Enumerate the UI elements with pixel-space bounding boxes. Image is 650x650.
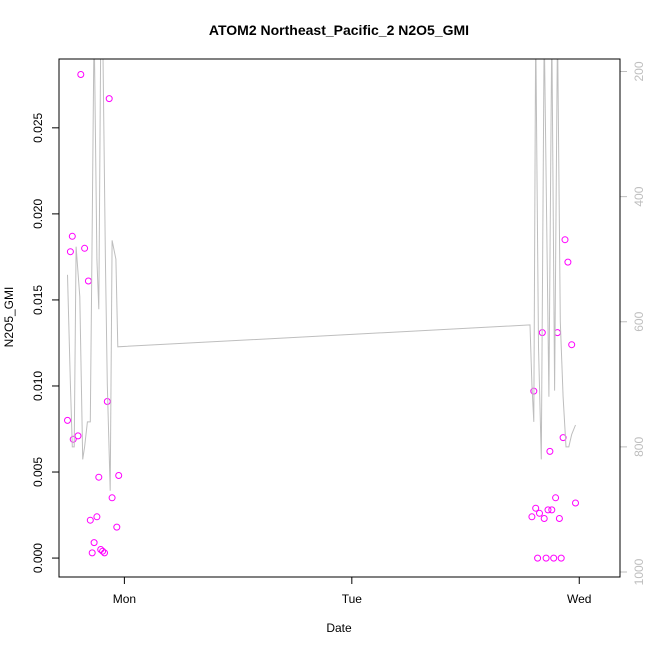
data-point xyxy=(115,472,123,479)
data-point xyxy=(532,504,540,512)
y-tick-label: 0.015 xyxy=(31,285,45,315)
data-point xyxy=(77,71,85,78)
y-tick-label: 0.020 xyxy=(31,199,45,229)
chart-title: ATOM2 Northeast_Pacific_2 N2O5_GMI xyxy=(209,22,469,38)
data-point xyxy=(81,244,89,252)
y2-tick-label: 800 xyxy=(632,437,646,457)
data-point xyxy=(534,554,542,562)
series-layer xyxy=(64,59,579,562)
data-point xyxy=(93,513,101,521)
data-point xyxy=(88,549,96,557)
y-tick-label: 0.005 xyxy=(31,457,45,487)
x-tick-label: Mon xyxy=(113,592,136,606)
x-tick-label: Wed xyxy=(567,592,591,606)
data-point xyxy=(64,416,71,424)
data-point xyxy=(95,473,103,481)
data-point xyxy=(99,547,107,555)
data-point xyxy=(528,513,536,521)
data-point xyxy=(568,341,576,349)
data-point xyxy=(555,515,563,522)
data-point xyxy=(546,447,554,455)
data-point xyxy=(536,509,543,517)
y-tick-label: 0.000 xyxy=(31,543,45,573)
y-tick-label: 0.010 xyxy=(31,371,45,401)
data-point xyxy=(572,499,579,507)
y-tick-label: 0.025 xyxy=(31,112,45,142)
data-point xyxy=(108,494,116,502)
y2-tick-label: 1000 xyxy=(632,558,646,585)
y2-tick-label: 400 xyxy=(632,186,646,206)
data-point xyxy=(68,232,76,240)
plot-frame xyxy=(58,58,621,578)
data-point xyxy=(101,549,108,557)
y-axis-label: N2O5_GMI xyxy=(2,287,16,348)
data-point xyxy=(86,516,94,524)
data-point xyxy=(544,506,552,514)
y2-tick-label: 600 xyxy=(632,311,646,331)
data-point xyxy=(66,248,74,256)
data-point xyxy=(550,554,558,562)
series-line xyxy=(67,59,576,491)
data-point xyxy=(561,236,569,244)
data-point xyxy=(564,258,572,266)
data-point xyxy=(90,539,98,547)
data-point xyxy=(69,435,77,443)
data-point xyxy=(548,506,556,514)
plot-area xyxy=(64,59,579,562)
data-point xyxy=(557,554,565,562)
x-axis-label: Date xyxy=(326,621,352,635)
data-point xyxy=(113,523,121,531)
data-point xyxy=(559,434,567,442)
data-point xyxy=(84,277,92,285)
data-point xyxy=(105,95,113,103)
data-point xyxy=(74,432,82,440)
y2-tick-label: 200 xyxy=(632,61,646,81)
data-point xyxy=(552,494,560,502)
data-point xyxy=(540,515,548,522)
data-point xyxy=(542,554,550,562)
x-tick-label: Tue xyxy=(342,592,363,606)
